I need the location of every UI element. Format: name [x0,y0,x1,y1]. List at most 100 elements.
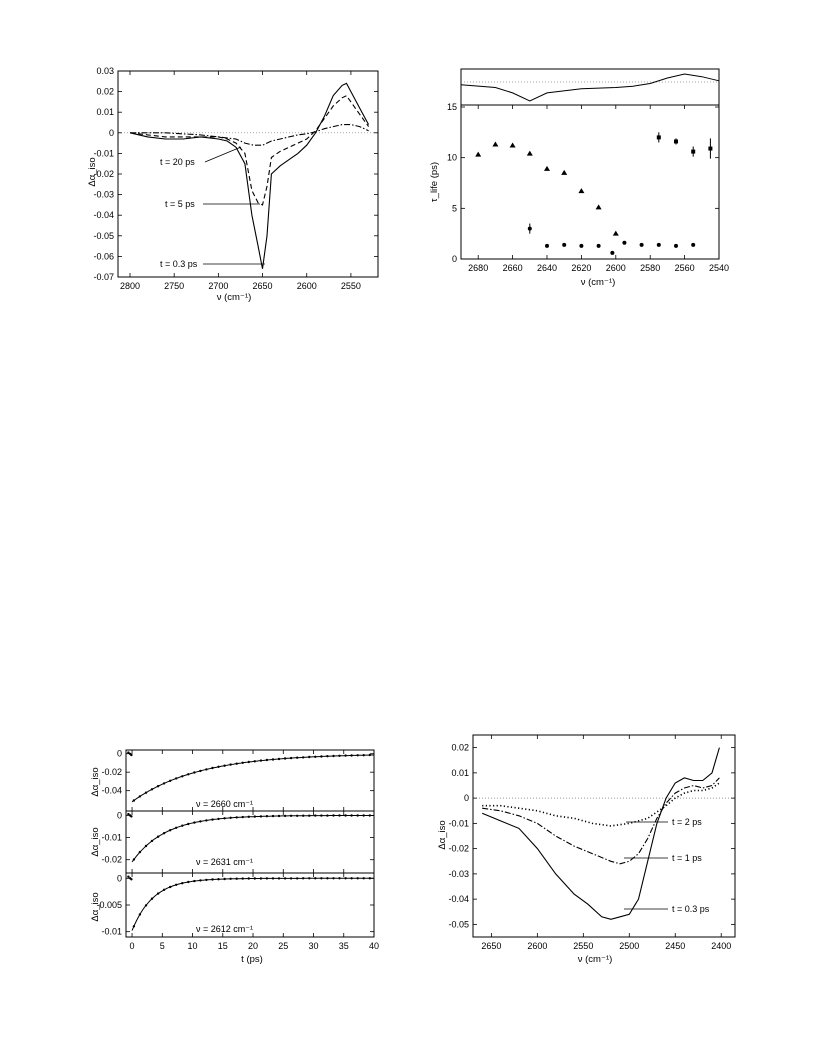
chart-c-panel-3-point [271,877,275,880]
chart-c-panel-3-ytick-label: 0 [117,873,122,883]
chart-c-panel-1-point [223,764,226,767]
chart-c-panel-2-point [253,815,256,818]
chart-b-ytick-label: 10 [447,153,457,163]
chart-c-panel-1-point [296,756,299,759]
chart-c-panel-2-point [241,815,244,819]
chart-b-triangle-point [595,204,602,210]
chart-c-panel-3-xtick-label: 0 [130,941,135,951]
chart-b-circle-point [639,242,644,247]
chart-b-xtick-label: 2640 [537,263,557,273]
chart-c-panel-1-point [356,754,359,757]
chart-c-panel-2-point [211,818,214,821]
chart-c-panel-2-point [362,814,365,817]
chart-b-xtick-label: 2600 [606,263,626,273]
chart-d-xtick-label: 2450 [665,941,685,951]
chart-c-panel-1-point [332,754,335,758]
chart-c-panel-2-point [235,816,238,819]
chart-c-panel-1-point [162,782,166,785]
chart-b-ytick-label: 15 [447,102,457,112]
chart-b-triangle-point [561,169,568,175]
chart-c-panel-2-point [332,814,335,817]
chart-c-panel-1-point [138,795,142,798]
chart-c-panel-1-point [205,768,208,771]
chart-a-ytick-label: 0 [109,128,114,138]
chart-a-ylabel: Δα_iso [87,157,98,186]
chart-c-panel-2-point [338,814,341,817]
chart-c-panel-3-point [187,880,190,884]
chart-c-panel-2-point [308,814,311,817]
chart-b-plot-frame [460,68,720,260]
chart-c-panel-1-point [308,755,311,759]
chart-b-circle-point [579,243,584,248]
chart-c-panel-1-point [187,773,190,776]
chart-c-panel-2-point [283,814,287,818]
chart-c-panel-3-point [259,877,263,880]
chart-b-xtick-label: 2560 [675,263,695,273]
chart-c-panel-2-pre-point [130,815,133,818]
chart-c-panel-2-point [350,814,353,817]
chart-c-panel-3-point [356,877,359,880]
chart-c-panel-2-point [259,815,263,818]
chart-c-panel-1-point [253,760,256,763]
chart-b-triangle-point [612,230,619,236]
chart-c-panel-3-point [344,877,347,880]
chart-c-xlabel: t (ps) [241,954,263,965]
chart-c-panel-3-point [247,877,250,880]
chart-c-panel-1-ytick-label: -0.04 [101,786,122,796]
chart-c-panel-1-point [193,771,196,774]
chart-c-panel-3-point [362,877,365,880]
chart-c-panel-3-point [314,877,317,880]
chart-d-xtick-label: 2600 [527,941,547,951]
chart-b-square-point [674,139,678,144]
chart-c-panel3-ylabel: Δα_iso [90,892,101,921]
chart-a-ytick-label: -0.02 [93,169,114,179]
chart-a-xtick-label: 2550 [341,281,361,291]
chart-c-panel-1-point [169,779,172,782]
chart-a-ytick-label: -0.03 [93,190,114,200]
chart-a-xtick-label: 2650 [253,281,273,291]
chart-d-xlabel: ν (cm⁻¹) [578,954,613,965]
chart-c-panel-3-point [229,877,232,880]
chart-a-ytick-label: -0.07 [93,272,114,282]
chart-c-panel-3-point [241,877,244,880]
chart-a-ytick-label: 0.01 [96,107,114,117]
chart-c-panel-2-point [289,814,293,817]
chart-c-panel-2-point [162,832,166,835]
chart-b-circle-point [562,242,567,247]
chart-a-xlabel: ν (cm⁻¹) [217,292,252,303]
chart-c-panel-1-point [247,760,250,764]
chart-b-ylabel: τ_life (ps) [429,162,440,202]
chart-d-ytick-label: -0.01 [448,818,469,828]
chart-c-panel-2-point [302,814,305,817]
chart-c-panel-2-point [132,858,136,861]
chart-c-panel-1-point [156,785,160,788]
chart-a-ytick-label: 0.03 [96,66,114,76]
chart-c-panel-3-point [283,877,287,880]
chart-c-panel-1-point [217,765,220,768]
chart-c-panel-1-point [181,775,184,778]
chart-c-panel-1-pre-point [127,751,130,754]
chart-c-panel-2-point [320,814,323,817]
chart-c-panel-3-ytick-label: -0.01 [101,927,122,937]
chart-d-ytick-label: 0 [464,793,469,803]
chart-c-panel-3-point [338,877,341,880]
chart-b-triangle-point [544,165,550,171]
chart-c-panel-3-point [320,877,323,880]
chart-c-panel-2-ytick-label: -0.02 [101,855,122,865]
chart-c-panel-3-point [217,878,220,881]
chart-c-panel-1-point [132,799,136,802]
chart-c-panel2-ylabel: Δα_iso [90,827,101,856]
chart-c-panel-1-point [229,763,232,766]
chart-c-panel-3-point [308,877,311,880]
chart-c-panel-3-point [332,877,335,880]
chart-c-panel-1-point [302,756,305,759]
chart-b-square-point [691,149,696,154]
chart-a-xtick-label: 2750 [164,281,184,291]
chart-a-ytick-label: -0.06 [93,251,114,261]
chart-c-panel-3-pre-point [127,875,130,878]
chart-c-panel-3-point [289,877,293,880]
chart-a-ytick-label: 0.02 [96,87,114,97]
chart-d-xtick-label: 2650 [481,941,501,951]
